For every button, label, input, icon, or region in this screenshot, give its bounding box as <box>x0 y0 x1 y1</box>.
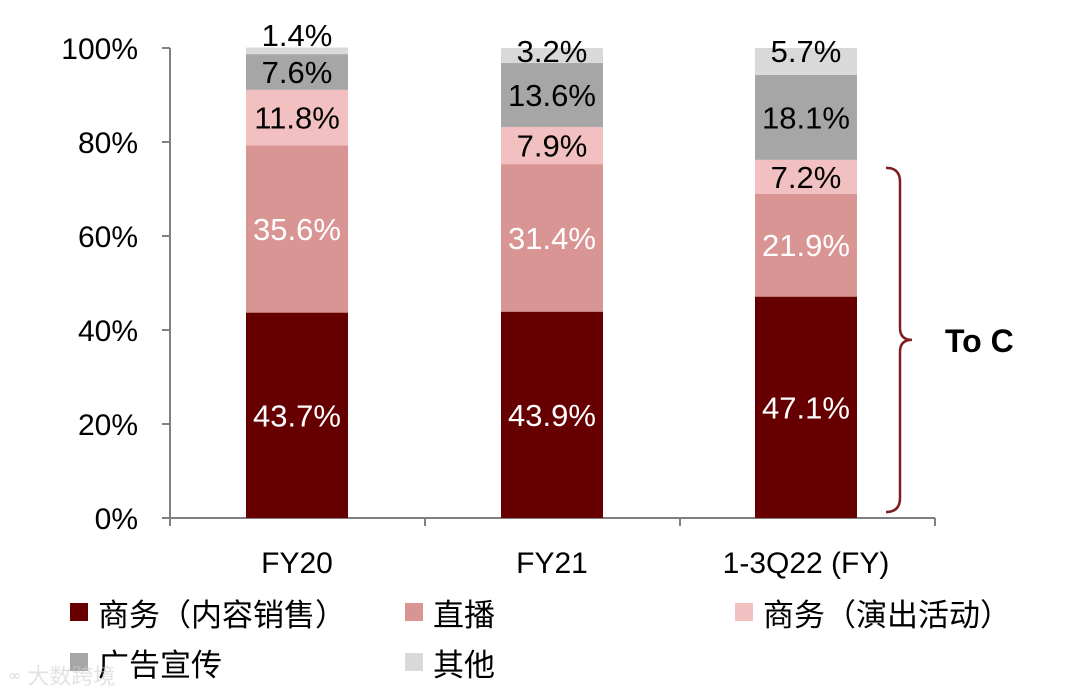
x-tick-label: 1-3Q22 (FY) <box>723 547 890 580</box>
legend: 商务（内容销售） 直播 商务（演出活动） 广告宣传 其他 <box>70 588 1070 688</box>
data-label: 18.1% <box>762 100 850 135</box>
bracket <box>885 166 913 514</box>
data-label: 31.4% <box>508 221 596 256</box>
bar-segment <box>501 48 603 64</box>
bar-segment <box>755 193 857 297</box>
bar-segment <box>246 54 348 90</box>
data-label: 43.9% <box>508 398 596 433</box>
bar-segment <box>246 89 348 146</box>
data-label: 47.1% <box>762 390 850 425</box>
bar-segment <box>246 47 348 55</box>
axes: 0% 20% 40% 60% 80% 100% FY20 FY21 1-3Q22 (FY) <box>61 33 936 580</box>
y-tick-label: 40% <box>78 315 138 348</box>
data-label: 7.9% <box>517 129 588 164</box>
bar-segment <box>246 312 348 518</box>
data-label: 11.8% <box>254 101 340 136</box>
data-label: 1.4% <box>262 18 333 53</box>
y-tick-label: 80% <box>78 127 138 160</box>
legend-swatch <box>735 603 753 621</box>
bar-segment <box>501 126 603 165</box>
bar-segment <box>755 159 857 194</box>
bar-segment <box>755 296 857 518</box>
legend-item: 其他 <box>405 638 495 686</box>
data-label: 21.9% <box>762 228 850 263</box>
data-label: 35.6% <box>253 212 341 247</box>
bar-segment <box>501 311 603 518</box>
legend-label: 广告宣传 <box>98 647 222 684</box>
annotation-label: To C <box>945 323 1014 359</box>
legend-label: 直播 <box>433 597 495 634</box>
bar-segment <box>246 145 348 313</box>
watermark-text: 大数跨境 <box>27 665 116 690</box>
legend-label: 商务（演出活动） <box>763 597 1011 634</box>
watermark: ∞ 大数跨境 <box>8 660 115 690</box>
bars <box>246 47 857 518</box>
legend-item: 广告宣传 <box>70 638 222 686</box>
legend-label: 其他 <box>433 647 495 684</box>
to-c-annotation: To C <box>885 166 1014 514</box>
infinity-icon: ∞ <box>8 665 22 685</box>
x-tick-label: FY20 <box>261 547 333 580</box>
data-label: 7.2% <box>771 160 842 195</box>
bar-segment <box>755 74 857 160</box>
y-tick-label: 60% <box>78 221 138 254</box>
legend-swatch <box>70 653 88 671</box>
bar-segment <box>755 48 857 75</box>
data-label: 13.6% <box>508 78 596 113</box>
stacked-bar-chart: 0% 20% 40% 60% 80% 100% FY20 FY21 1-3Q22 (FY) 43… <box>61 18 1014 580</box>
x-tick-label: FY21 <box>516 547 588 580</box>
bar-segment <box>501 164 603 312</box>
legend-label: 商务（内容销售） <box>98 597 346 634</box>
legend-swatch <box>70 603 88 621</box>
bar-segment <box>501 63 603 127</box>
legend-swatch <box>405 603 423 621</box>
y-tick-label: 20% <box>78 409 138 442</box>
legend-item: 商务（演出活动） <box>735 588 1011 636</box>
y-tick-label: 0% <box>95 503 138 536</box>
legend-swatch <box>405 653 423 671</box>
data-label: 3.2% <box>517 34 588 69</box>
data-labels: 43.7% 35.6% 11.8% 7.6%1.4% 43.9% 31.4% 7.9% 13.… <box>253 18 850 433</box>
data-label: 5.7% <box>771 34 842 69</box>
legend-item: 直播 <box>405 588 495 636</box>
data-label: 7.6% <box>262 55 333 90</box>
data-label: 43.7% <box>253 398 341 433</box>
y-tick-label: 100% <box>61 33 138 66</box>
legend-item: 商务（内容销售） <box>70 588 346 636</box>
